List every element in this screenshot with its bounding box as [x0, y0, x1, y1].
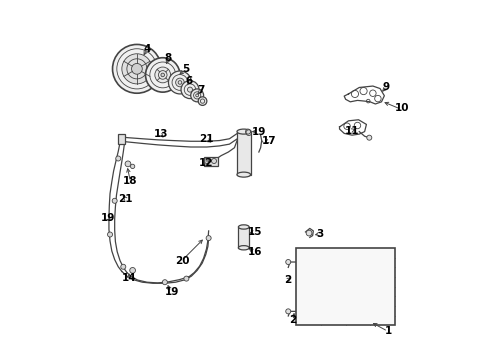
Text: 1: 1 — [384, 326, 391, 336]
Text: 15: 15 — [247, 227, 262, 237]
Text: 7: 7 — [197, 85, 204, 95]
Circle shape — [175, 78, 184, 87]
Text: 2: 2 — [289, 315, 296, 325]
Text: 21: 21 — [118, 194, 132, 204]
Text: 11: 11 — [344, 126, 359, 135]
Circle shape — [366, 135, 371, 140]
Text: 13: 13 — [154, 129, 168, 139]
Ellipse shape — [237, 129, 250, 134]
Circle shape — [168, 71, 191, 94]
Circle shape — [107, 232, 112, 237]
Text: 16: 16 — [247, 247, 262, 257]
Circle shape — [285, 260, 290, 265]
Text: 18: 18 — [123, 176, 138, 186]
Circle shape — [285, 309, 290, 314]
Circle shape — [204, 158, 209, 163]
Text: 2: 2 — [284, 275, 290, 285]
Ellipse shape — [238, 225, 249, 229]
Text: 4: 4 — [143, 44, 151, 54]
Circle shape — [198, 97, 206, 105]
Text: 21: 21 — [199, 134, 214, 144]
Circle shape — [131, 63, 142, 74]
Circle shape — [112, 44, 161, 93]
Circle shape — [161, 73, 164, 77]
Circle shape — [145, 58, 180, 92]
Circle shape — [183, 276, 188, 281]
Circle shape — [245, 129, 250, 134]
Bar — [237, 132, 250, 175]
Text: 20: 20 — [175, 256, 190, 266]
Ellipse shape — [237, 172, 250, 177]
Text: 14: 14 — [122, 273, 136, 283]
Text: 19: 19 — [164, 287, 179, 297]
Text: 12: 12 — [198, 158, 213, 168]
Bar — [204, 157, 218, 166]
Text: 17: 17 — [261, 136, 276, 146]
Text: 8: 8 — [164, 53, 172, 63]
Circle shape — [130, 164, 135, 168]
Circle shape — [211, 158, 216, 163]
Circle shape — [181, 81, 199, 99]
Bar — [118, 134, 125, 144]
Text: 19: 19 — [251, 127, 265, 136]
Circle shape — [125, 161, 131, 167]
Text: 9: 9 — [382, 82, 389, 93]
Circle shape — [187, 87, 192, 92]
Circle shape — [116, 156, 121, 161]
Circle shape — [190, 89, 203, 102]
Ellipse shape — [238, 246, 249, 250]
Text: 3: 3 — [316, 229, 323, 239]
Bar — [238, 227, 249, 248]
Text: 6: 6 — [185, 76, 192, 86]
Text: 10: 10 — [393, 103, 408, 113]
Circle shape — [162, 280, 167, 285]
Text: 19: 19 — [100, 213, 115, 222]
Bar — [296, 248, 394, 325]
Circle shape — [155, 67, 170, 83]
Circle shape — [129, 267, 135, 273]
Circle shape — [206, 235, 211, 240]
Circle shape — [112, 198, 117, 203]
Circle shape — [122, 54, 152, 84]
Text: 5: 5 — [182, 64, 188, 74]
Circle shape — [305, 230, 311, 236]
Circle shape — [121, 264, 125, 269]
